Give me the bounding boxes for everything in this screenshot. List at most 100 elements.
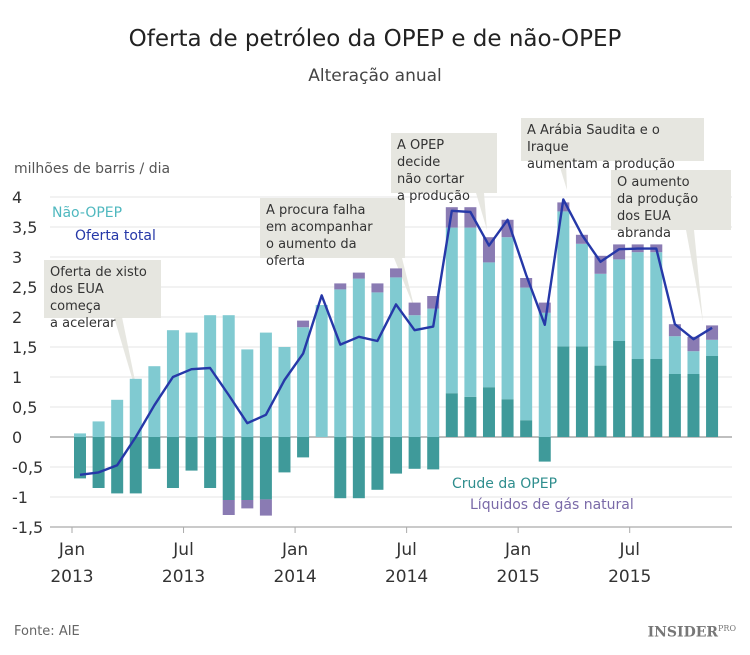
annotation-opec-decision: A OPEP decide não cortar a produção: [391, 133, 497, 204]
bar-crude-opec: [520, 420, 533, 437]
y-axis-label: milhões de barris / dia: [14, 161, 171, 177]
bar-non-opec: [706, 339, 719, 356]
bar-non-opec: [482, 262, 495, 388]
bar-crude-opec: [371, 437, 384, 490]
bar-ngl: [575, 234, 588, 244]
bar-crude-opec: [129, 437, 142, 494]
bar-non-opec: [371, 292, 384, 437]
bar-crude-opec: [408, 437, 421, 469]
bar-ngl: [241, 500, 254, 509]
bar-crude-opec: [334, 437, 347, 499]
bar-non-opec: [241, 349, 254, 437]
bar-crude-opec: [390, 437, 403, 474]
y-tick-label: 0: [12, 428, 22, 447]
annotation-pointer: [558, 161, 567, 190]
bar-crude-opec: [92, 437, 105, 488]
bar-crude-opec: [557, 346, 570, 437]
legend-ngl: Líquidos de gás natural: [470, 497, 634, 513]
legend-crude: Crude da OPEP: [452, 476, 558, 492]
y-tick-label: 0,5: [12, 398, 37, 417]
bar-non-opec: [594, 273, 607, 366]
bar-non-opec: [445, 227, 458, 394]
chart-title: Oferta de petróleo da OPEP e de não-OPEP: [128, 26, 622, 52]
x-tick-month: Jan: [504, 540, 531, 560]
bar-non-opec: [185, 332, 198, 437]
bar-ngl: [371, 283, 384, 293]
x-tick-month: Jul: [395, 540, 417, 560]
x-tick-month: Jul: [618, 540, 640, 560]
annotation-shale: Oferta de xisto dos EUA começa a acelera…: [44, 260, 161, 331]
x-tick-year: 2013: [162, 567, 205, 587]
bar-non-opec: [668, 336, 681, 374]
bar-crude-opec: [148, 437, 161, 469]
x-tick-year: 2015: [497, 567, 540, 587]
bar-ngl: [390, 268, 403, 278]
bar-non-opec: [204, 315, 217, 437]
bar-non-opec: [129, 378, 142, 437]
y-tick-label: 3: [12, 248, 22, 267]
bar-crude-opec: [575, 346, 588, 437]
bar-crude-opec: [706, 356, 719, 437]
annotation-demand: A procura falha em acompanhar o aumento …: [260, 198, 405, 269]
bar-non-opec: [538, 312, 551, 437]
bar-non-opec: [575, 243, 588, 347]
y-tick-label: 3,5: [12, 218, 37, 237]
bar-ngl: [352, 272, 365, 279]
bar-non-opec: [334, 289, 347, 437]
bar-non-opec: [74, 433, 86, 437]
bar-non-opec: [352, 278, 365, 437]
y-tick-label: 1: [12, 368, 22, 387]
bar-ngl: [222, 500, 235, 515]
bar-crude-opec: [538, 437, 551, 462]
bar-crude-opec: [613, 341, 626, 437]
bar-crude-opec: [594, 365, 607, 437]
source-note: Fonte: AIE: [14, 624, 80, 639]
annotation-pointer: [686, 230, 703, 322]
bar-crude-opec: [259, 437, 272, 500]
bar-crude-opec: [185, 437, 198, 471]
bar-non-opec: [222, 315, 235, 437]
bar-crude-opec: [278, 437, 291, 473]
bar-non-opec: [148, 366, 161, 437]
bar-crude-opec: [631, 359, 644, 437]
bar-crude-opec: [427, 437, 440, 470]
bar-crude-opec: [241, 437, 254, 500]
bar-non-opec: [557, 211, 570, 347]
bar-crude-opec: [297, 437, 310, 458]
annotation-saudi-iraq: A Arábia Saudita e o Iraque aumentam a p…: [521, 118, 704, 172]
bar-non-opec: [315, 305, 328, 437]
bar-ngl: [706, 325, 719, 340]
chart-subtitle: Alteração anual: [308, 66, 442, 86]
bar-crude-opec: [74, 437, 86, 479]
bar-crude-opec: [650, 359, 663, 437]
annotation-pointer: [476, 193, 487, 230]
bar-non-opec: [92, 421, 105, 437]
bar-non-opec: [501, 237, 514, 400]
annotation-us-slowdown: O aumento da produção dos EUA abranda: [611, 170, 731, 241]
bar-non-opec: [520, 287, 533, 421]
bar-non-opec: [687, 351, 700, 374]
y-tick-label: 2: [12, 308, 22, 327]
bar-ngl: [297, 320, 310, 328]
x-tick-month: Jan: [281, 540, 308, 560]
bar-crude-opec: [352, 437, 365, 499]
bar-non-opec: [408, 315, 421, 437]
insider-pro-logo: INSIDERPRO: [648, 624, 736, 641]
bar-non-opec: [650, 252, 663, 359]
x-tick-month: Jul: [172, 540, 194, 560]
x-tick-month: Jan: [58, 540, 85, 560]
bar-non-opec: [297, 327, 310, 437]
bar-ngl: [668, 324, 681, 337]
bar-crude-opec: [464, 396, 477, 437]
bar-non-opec: [464, 227, 477, 397]
bar-ngl: [259, 499, 272, 516]
x-tick-year: 2014: [273, 567, 316, 587]
bar-ngl: [538, 302, 551, 313]
x-tick-year: 2014: [385, 567, 428, 587]
bar-non-opec: [278, 347, 291, 437]
bar-crude-opec: [445, 393, 458, 437]
y-tick-label: 2,5: [12, 278, 37, 297]
bar-non-opec: [427, 308, 440, 437]
